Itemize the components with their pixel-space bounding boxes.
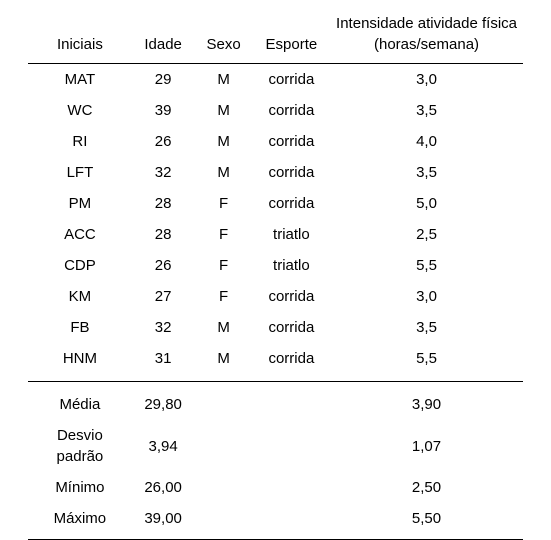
cell-idade: 27 (132, 281, 195, 312)
cell-idade: 26 (132, 250, 195, 281)
col-idade-header: Idade (132, 8, 195, 64)
cell-intensidade: 5,5 (330, 250, 523, 281)
cell-sexo: F (194, 219, 252, 250)
empty-cell (194, 382, 252, 421)
cell-iniciais: RI (28, 126, 132, 157)
summary-label: Desvio padrão (28, 420, 132, 472)
cell-intensidade: 4,0 (330, 126, 523, 157)
cell-idade: 39 (132, 95, 195, 126)
empty-cell (194, 420, 252, 472)
cell-intensidade: 3,0 (330, 64, 523, 96)
col-intensidade-header: Intensidade atividade física (horas/sema… (330, 8, 523, 64)
cell-sexo: F (194, 250, 252, 281)
summary-idade: 39,00 (132, 503, 195, 540)
table-row: MAT 29 M corrida 3,0 (28, 64, 523, 96)
col-iniciais-header: Iniciais (28, 8, 132, 64)
col5-line1: Intensidade atividade física (336, 15, 517, 32)
summary-row: Média 29,80 3,90 (28, 382, 523, 421)
summary-row: Desvio padrão 3,94 1,07 (28, 420, 523, 472)
cell-esporte: corrida (253, 343, 330, 382)
cell-intensidade: 2,5 (330, 219, 523, 250)
empty-cell (194, 503, 252, 540)
cell-iniciais: PM (28, 188, 132, 219)
cell-iniciais: MAT (28, 64, 132, 96)
table-row: RI 26 M corrida 4,0 (28, 126, 523, 157)
summary-idade: 3,94 (132, 420, 195, 472)
empty-cell (253, 420, 330, 472)
cell-idade: 29 (132, 64, 195, 96)
cell-sexo: M (194, 126, 252, 157)
cell-esporte: corrida (253, 126, 330, 157)
cell-iniciais: CDP (28, 250, 132, 281)
cell-idade: 28 (132, 188, 195, 219)
cell-idade: 32 (132, 157, 195, 188)
cell-esporte: corrida (253, 312, 330, 343)
cell-intensidade: 3,0 (330, 281, 523, 312)
cell-iniciais: FB (28, 312, 132, 343)
cell-iniciais: KM (28, 281, 132, 312)
table-row: LFT 32 M corrida 3,5 (28, 157, 523, 188)
cell-sexo: M (194, 312, 252, 343)
cell-esporte: triatlo (253, 250, 330, 281)
empty-cell (194, 472, 252, 503)
cell-intensidade: 3,5 (330, 157, 523, 188)
cell-esporte: corrida (253, 95, 330, 126)
cell-esporte: corrida (253, 281, 330, 312)
summary-row: Máximo 39,00 5,50 (28, 503, 523, 540)
cell-iniciais: ACC (28, 219, 132, 250)
cell-sexo: M (194, 95, 252, 126)
cell-sexo: M (194, 64, 252, 96)
col5-line2: (horas/semana) (374, 36, 479, 53)
data-table: Iniciais Idade Sexo Esporte Intensidade … (28, 8, 523, 540)
cell-idade: 31 (132, 343, 195, 382)
cell-sexo: M (194, 343, 252, 382)
col-esporte-header: Esporte (253, 8, 330, 64)
cell-intensidade: 3,5 (330, 95, 523, 126)
summary-label: Mínimo (28, 472, 132, 503)
cell-sexo: M (194, 157, 252, 188)
cell-iniciais: WC (28, 95, 132, 126)
empty-cell (253, 503, 330, 540)
cell-iniciais: LFT (28, 157, 132, 188)
table-row: PM 28 F corrida 5,0 (28, 188, 523, 219)
cell-esporte: corrida (253, 157, 330, 188)
table-row: ACC 28 F triatlo 2,5 (28, 219, 523, 250)
cell-intensidade: 5,0 (330, 188, 523, 219)
cell-iniciais: HNM (28, 343, 132, 382)
empty-cell (253, 382, 330, 421)
summary-label: Média (28, 382, 132, 421)
summary-intensidade: 2,50 (330, 472, 523, 503)
table-row: KM 27 F corrida 3,0 (28, 281, 523, 312)
cell-esporte: corrida (253, 64, 330, 96)
table-row: HNM 31 M corrida 5,5 (28, 343, 523, 382)
cell-idade: 28 (132, 219, 195, 250)
cell-esporte: corrida (253, 188, 330, 219)
summary-idade: 29,80 (132, 382, 195, 421)
empty-cell (253, 472, 330, 503)
summary-intensidade: 3,90 (330, 382, 523, 421)
summary-idade: 26,00 (132, 472, 195, 503)
summary-intensidade: 5,50 (330, 503, 523, 540)
table-row: CDP 26 F triatlo 5,5 (28, 250, 523, 281)
cell-sexo: F (194, 281, 252, 312)
cell-idade: 32 (132, 312, 195, 343)
cell-sexo: F (194, 188, 252, 219)
summary-label: Máximo (28, 503, 132, 540)
summary-row: Mínimo 26,00 2,50 (28, 472, 523, 503)
summary-intensidade: 1,07 (330, 420, 523, 472)
cell-intensidade: 5,5 (330, 343, 523, 382)
table-row: WC 39 M corrida 3,5 (28, 95, 523, 126)
table-header-row: Iniciais Idade Sexo Esporte Intensidade … (28, 8, 523, 64)
col-sexo-header: Sexo (194, 8, 252, 64)
cell-idade: 26 (132, 126, 195, 157)
cell-esporte: triatlo (253, 219, 330, 250)
cell-intensidade: 3,5 (330, 312, 523, 343)
table-body: MAT 29 M corrida 3,0 WC 39 M corrida 3,5… (28, 64, 523, 540)
table-row: FB 32 M corrida 3,5 (28, 312, 523, 343)
